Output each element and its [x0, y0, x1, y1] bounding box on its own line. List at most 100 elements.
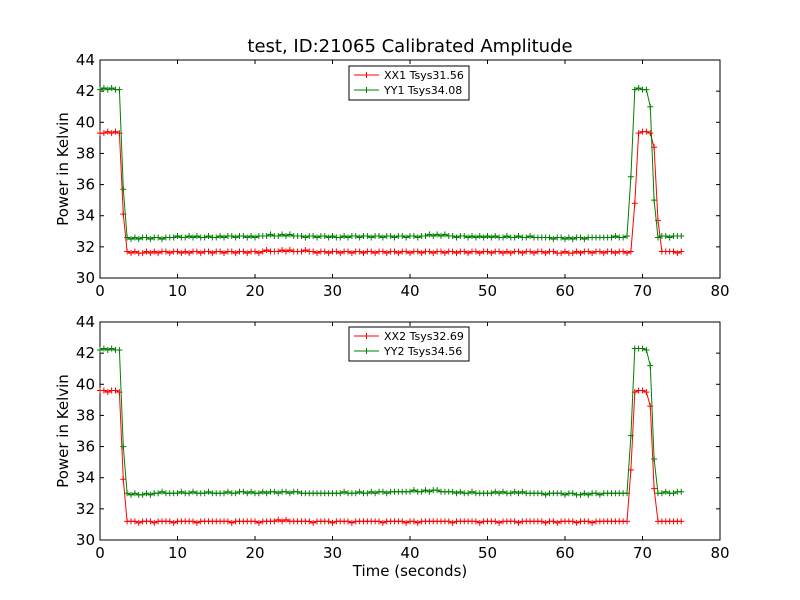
data-point	[197, 250, 204, 257]
data-point	[434, 231, 441, 238]
x-tick-label: 60	[555, 282, 574, 300]
data-point	[558, 234, 565, 241]
data-point	[147, 236, 154, 243]
data-point	[531, 250, 537, 257]
data-point	[201, 234, 208, 241]
panels: 0 10 20 30 40 50 60 70 80 30 32 34 36 38 40 42 44 Power i…	[54, 51, 730, 562]
data-point	[337, 234, 344, 241]
data-point	[569, 518, 576, 525]
data-point	[213, 234, 220, 241]
data-point	[511, 518, 518, 525]
y-tick-label: 36	[76, 176, 95, 194]
data-point	[453, 490, 460, 497]
data-point	[143, 490, 150, 497]
data-point	[221, 234, 227, 241]
data-point	[581, 236, 588, 243]
data-point	[503, 248, 510, 255]
data-point	[310, 519, 317, 526]
data-point	[414, 234, 421, 241]
data-point	[678, 518, 685, 525]
legend: XX1 Tsys31.56 YY1 Tsys34.08	[348, 65, 470, 101]
data-point	[352, 232, 359, 239]
data-point	[271, 488, 278, 495]
data-point	[484, 232, 491, 239]
data-point	[155, 250, 162, 257]
data-point	[228, 232, 235, 239]
data-point	[100, 345, 107, 352]
x-tick-label: 50	[478, 282, 497, 300]
data-point	[465, 250, 472, 257]
data-point	[647, 362, 654, 369]
data-point	[240, 488, 247, 495]
series-xx2	[97, 387, 685, 526]
data-point	[414, 519, 421, 526]
data-point	[321, 248, 328, 255]
data-point	[128, 491, 134, 498]
data-point	[147, 518, 154, 525]
data-point	[441, 231, 448, 238]
data-point	[321, 232, 328, 239]
data-point	[186, 250, 193, 257]
y-tick-label: 42	[76, 344, 95, 362]
data-point	[97, 347, 103, 354]
data-point	[325, 234, 332, 241]
data-point	[608, 248, 615, 255]
data-point	[255, 519, 262, 526]
data-point	[647, 103, 654, 110]
legend-swatch-marker	[363, 333, 370, 339]
data-point	[562, 236, 568, 243]
x-tick-label: 30	[323, 544, 342, 562]
data-point	[205, 248, 212, 255]
data-point	[612, 232, 619, 239]
data-point	[550, 236, 557, 243]
legend: XX2 Tsys32.69 YY2 Tsys34.56	[348, 326, 470, 362]
data-point	[143, 234, 150, 241]
data-point	[279, 231, 286, 238]
legend-label: YY2 Tsys34.56	[383, 345, 462, 358]
data-point	[143, 248, 150, 255]
data-point	[538, 248, 545, 255]
data-point	[515, 232, 522, 239]
data-point	[631, 86, 638, 93]
data-point	[422, 487, 429, 494]
data-point	[286, 231, 293, 238]
series-yy1	[97, 85, 685, 243]
data-point	[674, 250, 681, 257]
data-point	[399, 232, 406, 239]
data-point	[589, 519, 596, 526]
data-point	[391, 234, 398, 241]
data-point	[329, 519, 336, 526]
y-tick-label: 30	[76, 531, 95, 549]
data-point	[345, 248, 351, 255]
data-point	[647, 130, 654, 137]
data-point	[252, 234, 258, 241]
data-point	[135, 519, 142, 526]
legend-swatch-marker	[363, 348, 370, 354]
data-point	[538, 490, 545, 497]
data-point	[139, 491, 146, 498]
data-point	[360, 250, 367, 257]
data-point	[391, 248, 398, 255]
data-point	[283, 516, 289, 523]
data-point	[116, 347, 123, 354]
data-point	[418, 488, 425, 495]
data-point	[426, 231, 433, 238]
data-point	[263, 246, 270, 253]
data-point	[569, 250, 576, 257]
data-point	[376, 518, 382, 525]
data-point	[492, 518, 499, 525]
data-point	[294, 488, 301, 495]
data-point	[267, 231, 274, 238]
data-point	[573, 519, 580, 526]
data-point	[624, 232, 630, 239]
data-point	[449, 519, 456, 526]
data-point	[120, 476, 127, 483]
data-point	[232, 490, 239, 497]
data-point	[631, 200, 638, 207]
data-point	[612, 250, 619, 257]
data-point	[507, 250, 514, 257]
data-point	[430, 250, 437, 257]
data-point	[600, 250, 607, 257]
data-point	[108, 85, 115, 92]
